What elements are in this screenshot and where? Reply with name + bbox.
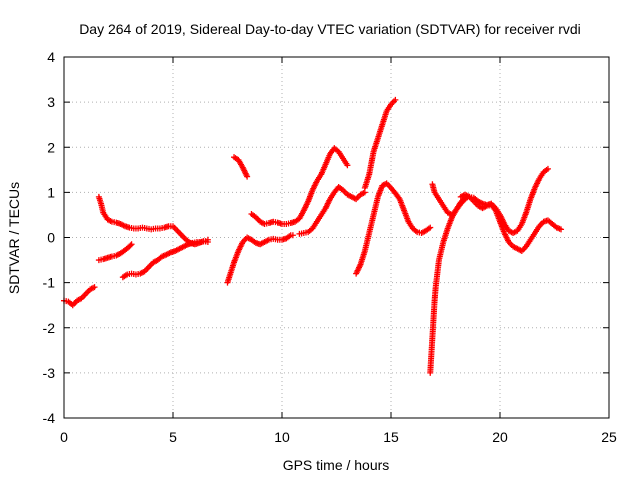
y-tick-label: 2 bbox=[47, 139, 55, 155]
grid bbox=[64, 57, 609, 418]
y-tick-labels: -4 -3 -2 -1 0 1 2 3 4 bbox=[43, 49, 56, 426]
x-tick-label: 25 bbox=[601, 429, 617, 445]
y-axis-label: SDTVAR / TECUs bbox=[6, 182, 22, 294]
data-series-12 bbox=[427, 196, 469, 376]
data-series-14 bbox=[457, 191, 565, 255]
data-point bbox=[204, 236, 211, 243]
data-series-7 bbox=[248, 145, 351, 227]
y-tick-label: -3 bbox=[43, 365, 56, 381]
data-series-4 bbox=[119, 236, 211, 281]
y-tick-label: 0 bbox=[47, 230, 55, 246]
x-axis-label: GPS time / hours bbox=[283, 457, 390, 473]
x-tick-label: 20 bbox=[492, 429, 508, 445]
y-tick-label: -1 bbox=[43, 275, 56, 291]
x-tick-label: 15 bbox=[383, 429, 399, 445]
data-series-11 bbox=[392, 190, 434, 236]
data-point bbox=[289, 232, 296, 239]
x-tick-label: 0 bbox=[60, 429, 68, 445]
data-point bbox=[344, 162, 351, 169]
y-tick-label: 1 bbox=[47, 184, 55, 200]
data-series-9 bbox=[353, 180, 399, 277]
data-series-5 bbox=[224, 232, 296, 286]
data-series-2 bbox=[95, 193, 211, 248]
axis-ticks bbox=[63, 56, 610, 419]
x-tick-label: 5 bbox=[169, 429, 177, 445]
data-points bbox=[61, 96, 565, 376]
data-point bbox=[91, 284, 98, 291]
y-tick-label: 4 bbox=[47, 49, 55, 65]
data-series-6 bbox=[231, 154, 251, 180]
data-series-8 bbox=[296, 183, 368, 237]
y-tick-label: -2 bbox=[43, 320, 56, 336]
data-series-1 bbox=[61, 284, 98, 309]
data-point bbox=[427, 224, 434, 231]
x-tick-labels: 0 5 10 15 20 25 bbox=[60, 429, 617, 445]
data-series-3 bbox=[95, 241, 135, 264]
data-point bbox=[128, 241, 135, 248]
data-point bbox=[244, 173, 251, 180]
data-point bbox=[127, 242, 134, 249]
data-series-10 bbox=[361, 96, 399, 191]
data-point bbox=[392, 96, 399, 103]
data-point bbox=[558, 226, 565, 233]
y-tick-label: 3 bbox=[47, 94, 55, 110]
chart-title: Day 264 of 2019, Sidereal Day-to-day VTE… bbox=[79, 21, 581, 37]
y-tick-label: -4 bbox=[43, 410, 56, 426]
data-point bbox=[544, 165, 551, 172]
x-tick-label: 10 bbox=[274, 429, 290, 445]
